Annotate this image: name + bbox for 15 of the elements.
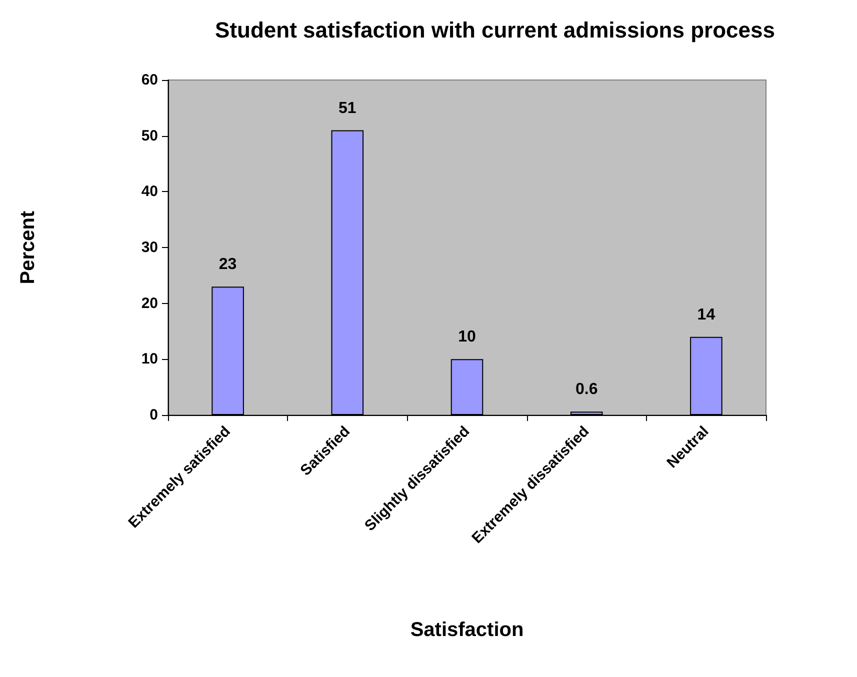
y-tick-label: 30 bbox=[141, 239, 158, 256]
y-tick-label: 10 bbox=[141, 350, 158, 368]
y-tick-label: 0 bbox=[150, 406, 158, 424]
data-label: 14 bbox=[697, 306, 716, 324]
y-tick-label: 40 bbox=[141, 183, 158, 200]
x-axis-title: Satisfaction bbox=[410, 619, 524, 641]
y-tick-label: 50 bbox=[141, 127, 158, 144]
data-label: 0.6 bbox=[575, 381, 598, 398]
data-label: 23 bbox=[218, 256, 237, 274]
chart-title: Student satisfaction with current admissions process bbox=[215, 18, 775, 42]
y-axis-title: Percent bbox=[17, 210, 39, 284]
data-label: 10 bbox=[458, 328, 476, 346]
y-tick-label: 20 bbox=[141, 294, 158, 312]
y-tick-label: 60 bbox=[141, 72, 158, 88]
data-label: 51 bbox=[338, 100, 356, 117]
